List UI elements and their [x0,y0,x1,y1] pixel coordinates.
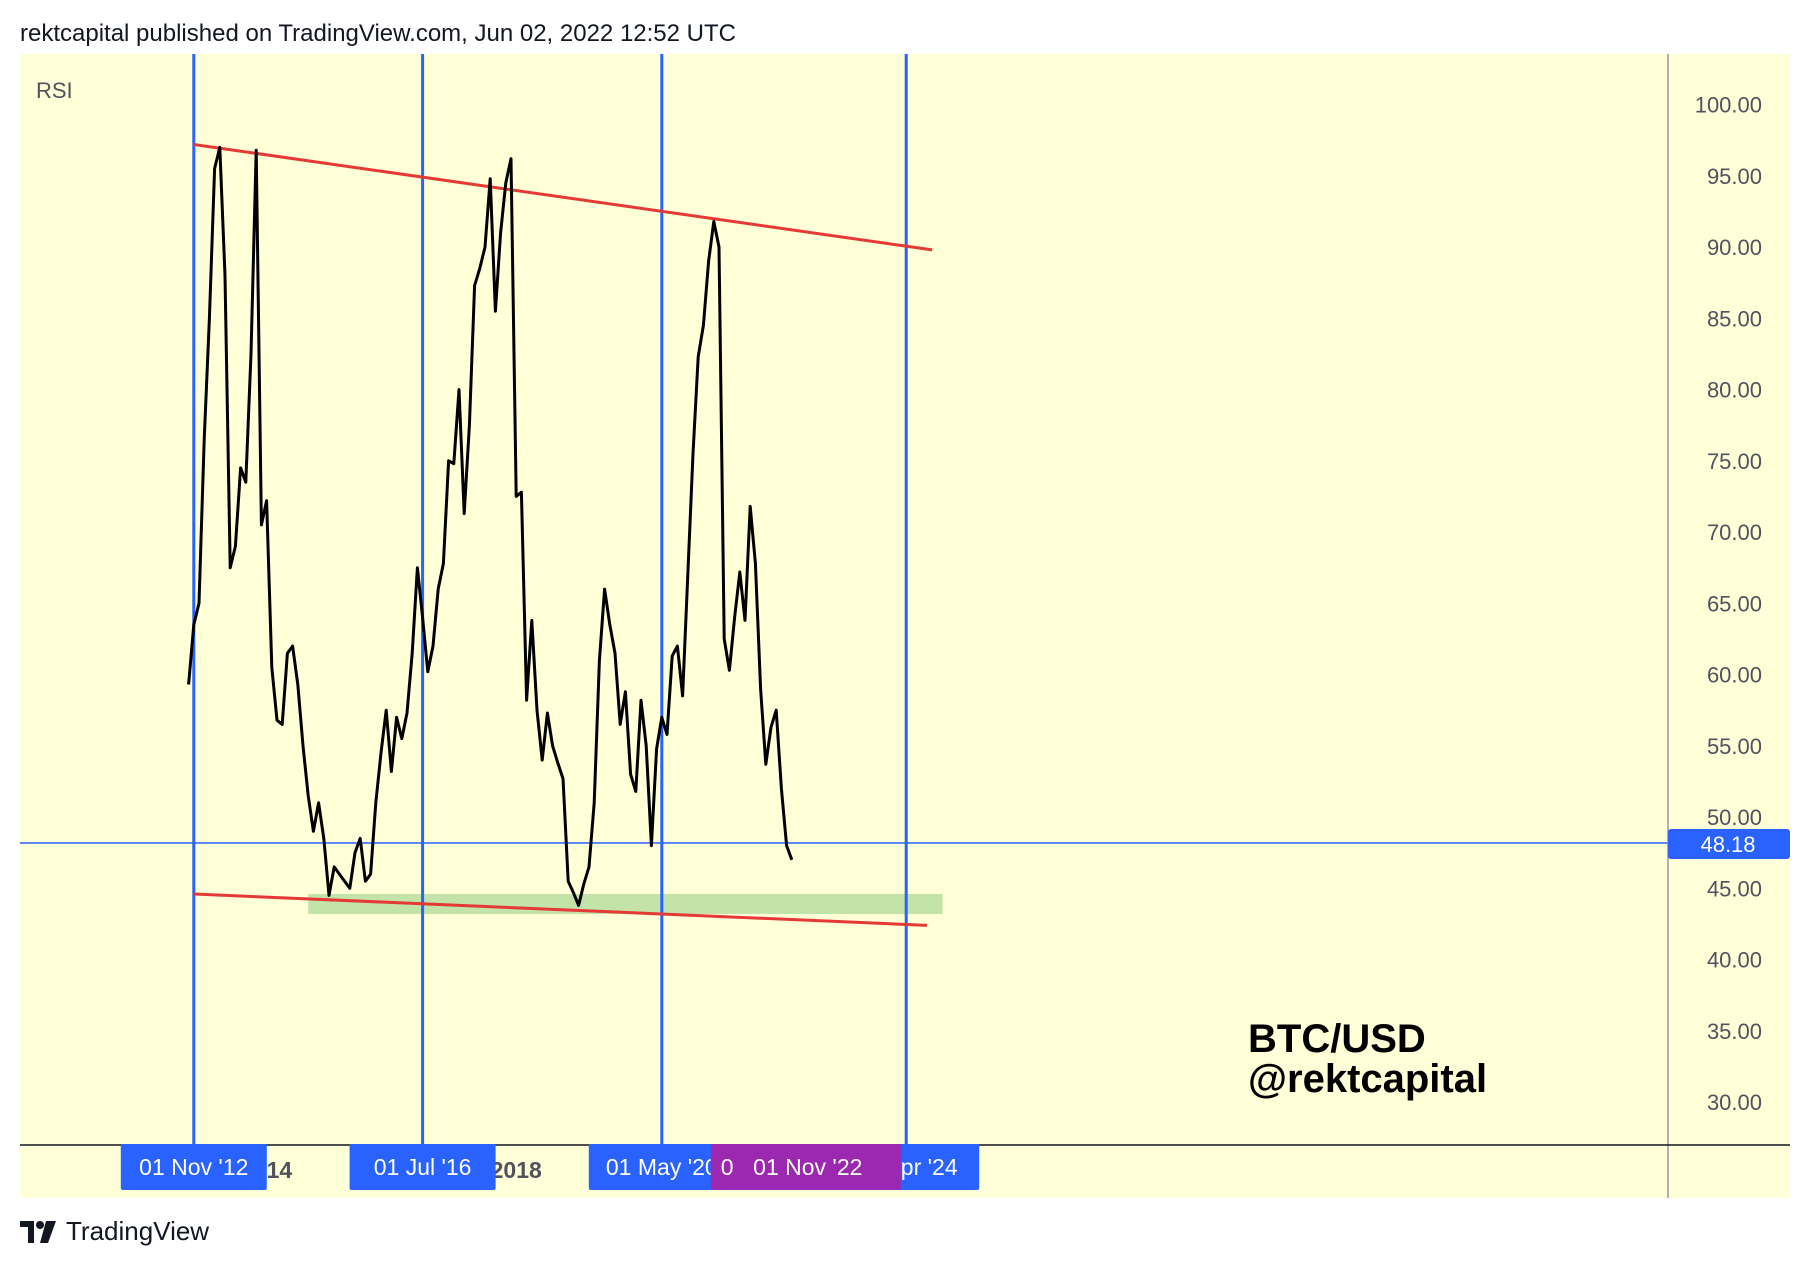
tradingview-logo-icon [20,1220,56,1243]
y-tick-label: 40.00 [1707,948,1762,973]
marker-date-tag [588,1144,735,1190]
footer-brand: TradingView [66,1216,210,1246]
crosshair-date-prefix: 0 [721,1154,734,1180]
y-tick-label: 50.00 [1707,805,1762,830]
crosshair-date-tag [710,1144,901,1190]
marker-date-label: 01 Jul '16 [374,1154,472,1180]
current-value-label: 48.18 [1700,832,1755,857]
y-tick-label: 60.00 [1707,663,1762,688]
trendlines [193,142,933,927]
trendline-upper [193,142,933,252]
marker-date-label: 01 Nov '12 [139,1154,248,1180]
footer: TradingView [20,1216,209,1247]
price-axis: 100.00 95.00 90.00 85.00 80.00 75.00 70.00 65.0… [1695,93,1762,1115]
crosshair-date-label: 01 Nov '22 [753,1154,862,1180]
vertical-markers [192,54,908,1145]
support-zones [308,894,943,914]
marker-date-label: 01 May '20 [606,1154,718,1180]
marker-date-tag [120,1144,267,1190]
y-tick-label: 70.00 [1707,520,1762,545]
y-tick-label: 35.00 [1707,1019,1762,1044]
x-tick-label: 2018 [491,1157,542,1183]
watermark-author: @rektcapital [1248,1057,1487,1101]
y-tick-label: 30.00 [1707,1090,1762,1115]
y-tick-label: 65.00 [1707,591,1762,616]
y-tick-label: 90.00 [1707,235,1762,260]
publish-info: rektcapital published on TradingView.com… [20,20,736,47]
y-tick-label: 75.00 [1707,449,1762,474]
trendline-lower [193,892,928,927]
current-value-tag: 48.18 [1668,829,1790,859]
watermark-pair: BTC/USD [1248,1017,1426,1061]
y-tick-label: 100.00 [1695,93,1762,118]
y-tick-label: 55.00 [1707,734,1762,759]
marker-date-tag [349,1144,496,1190]
pane-label: RSI [36,78,73,103]
rsi-series-line [187,145,794,907]
y-tick-label: 45.00 [1707,876,1762,901]
y-tick-label: 95.00 [1707,164,1762,189]
current-value-tag-bg [1668,829,1790,859]
y-tick-label: 85.00 [1707,306,1762,331]
y-tick-label: 80.00 [1707,378,1762,403]
support-zone [308,894,943,914]
